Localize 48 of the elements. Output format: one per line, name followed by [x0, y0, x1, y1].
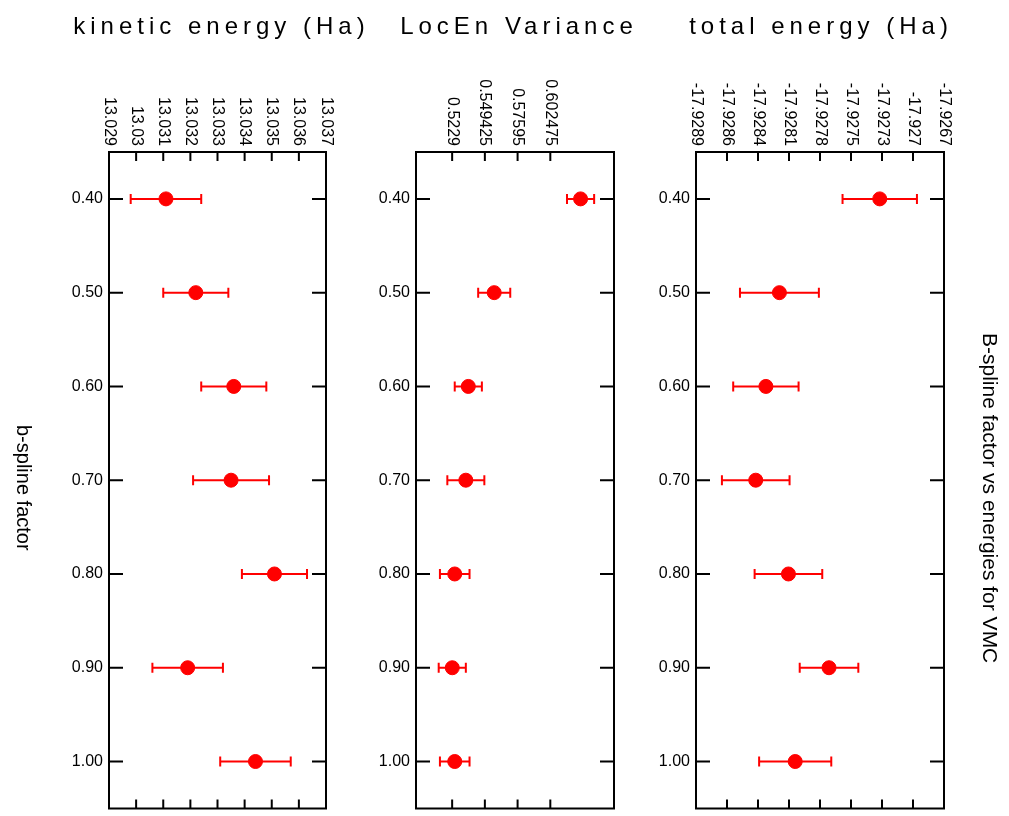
y-tick-label: 0.90 — [378, 658, 411, 676]
y-tick-label: 0.60 — [658, 376, 691, 394]
x-tick-label: -17.9286 — [719, 82, 737, 147]
x-tick-label: -17.9284 — [750, 82, 768, 147]
x-tick-label: 13.037 — [318, 97, 336, 147]
text: B-spline factor vs energies for VMC — [978, 333, 1002, 664]
x-tick-label: 13.032 — [182, 97, 200, 147]
x-tick-label: 13.029 — [101, 97, 119, 147]
x-tick-label: 13.035 — [264, 97, 282, 147]
x-tick-label: 0.5229 — [444, 97, 462, 147]
x-tick-label: 13.033 — [210, 97, 228, 147]
y-tick-label: 0.50 — [658, 283, 691, 301]
y-tick-label: 1.00 — [71, 751, 104, 769]
y-tick-label: 0.50 — [71, 283, 104, 301]
y-tick-label: 0.40 — [658, 189, 691, 207]
x-axis-title: total energy (Ha) — [688, 12, 954, 40]
y-tick-label: 0.40 — [378, 189, 411, 207]
y-axis-title: b-spline factor — [12, 425, 35, 551]
y-tick-label: 0.50 — [378, 283, 411, 301]
x-tick-label: 13.031 — [155, 97, 173, 147]
x-tick-label: 13.03 — [128, 105, 146, 147]
y-tick-label: 0.90 — [71, 658, 104, 676]
x-tick-label: 13.034 — [237, 97, 255, 147]
y-tick-label: 0.60 — [378, 376, 411, 394]
y-tick-label: 0.40 — [71, 189, 104, 207]
x-tick-label: 13.036 — [291, 97, 309, 147]
x-tick-label: -17.9281 — [781, 82, 799, 147]
y-tick-label: 0.70 — [378, 470, 411, 488]
x-tick-label: -17.9273 — [874, 82, 892, 147]
x-tick-label: 0.549425 — [477, 79, 495, 147]
y-tick-label: 0.80 — [658, 564, 691, 582]
y-tick-label: 0.80 — [71, 564, 104, 582]
y-tick-label: 1.00 — [378, 751, 411, 769]
y-tick-label: 1.00 — [658, 751, 691, 769]
x-tick-label: -17.9267 — [936, 82, 954, 147]
y-tick-label: 0.70 — [71, 470, 104, 488]
x-tick-label: -17.9275 — [843, 82, 861, 147]
y-tick-label: 0.90 — [658, 658, 691, 676]
x-tick-label: -17.9278 — [812, 82, 830, 147]
x-tick-label: 0.602475 — [542, 79, 560, 147]
x-tick-label: 0.57595 — [510, 88, 528, 147]
y-tick-label: 0.70 — [658, 470, 691, 488]
y-tick-label: 0.60 — [71, 376, 104, 394]
y-tick-label: 0.80 — [378, 564, 411, 582]
x-tick-label: -17.9289 — [688, 82, 706, 147]
x-axis-title: LocEn Variance — [399, 12, 639, 40]
x-axis-title: kinetic energy (Ha) — [72, 12, 371, 40]
x-tick-label: -17.927 — [905, 91, 923, 147]
